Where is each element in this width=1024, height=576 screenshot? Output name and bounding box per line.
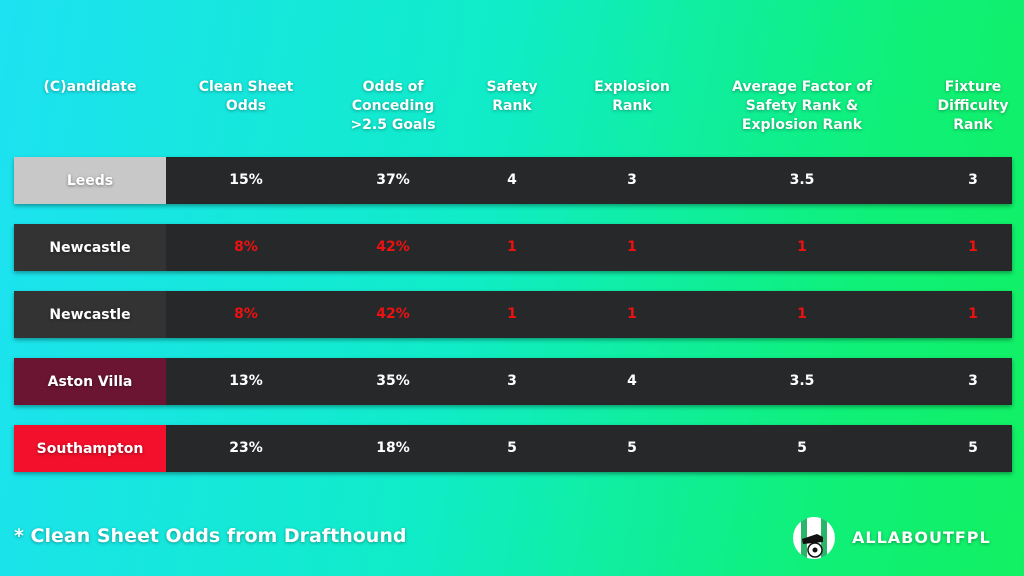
brand-logo-icon xyxy=(793,517,835,559)
table-cell: 8% xyxy=(234,306,258,322)
table-cell: 5 xyxy=(797,440,807,456)
table-cell: 3 xyxy=(968,172,978,188)
team-name-cell: Aston Villa xyxy=(14,358,166,405)
column-header: Average Factor of Safety Rank & Explosion … xyxy=(732,79,872,133)
table-cell: 3 xyxy=(627,172,637,188)
table-cell: 1 xyxy=(507,239,517,255)
column-header: Safety Rank xyxy=(486,79,538,114)
table-cell: 42% xyxy=(376,306,410,322)
footnote: * Clean Sheet Odds from Drafthound xyxy=(14,525,407,547)
table-row: Leeds 15% 37% 4 3 3.5 3 xyxy=(14,157,1012,204)
table-cell: 42% xyxy=(376,239,410,255)
table-cell: 3.5 xyxy=(789,172,815,188)
table-cell: 1 xyxy=(627,306,637,322)
team-name-cell: Newcastle xyxy=(14,224,166,271)
table-cell: 1 xyxy=(968,239,978,255)
table-cell: 1 xyxy=(627,239,637,255)
table-row: Newcastle 8% 42% 1 1 1 1 xyxy=(14,291,1012,338)
brand-name: ALLABOUTFPL xyxy=(852,528,991,547)
table-row: Newcastle 8% 42% 1 1 1 1 xyxy=(14,224,1012,271)
table-cell: 1 xyxy=(968,306,978,322)
table-row: Southampton 23% 18% 5 5 5 5 xyxy=(14,425,1012,472)
column-header: Fixture Difficulty Rank xyxy=(937,79,1009,133)
column-header: Odds of Conceding >2.5 Goals xyxy=(350,79,436,133)
table-cell: 1 xyxy=(507,306,517,322)
table-cell: 4 xyxy=(627,373,637,389)
table-cell: 15% xyxy=(229,172,263,188)
column-header: Explosion Rank xyxy=(594,79,670,114)
team-name-cell: Southampton xyxy=(14,425,166,472)
table-cell: 3 xyxy=(968,373,978,389)
table-cell: 35% xyxy=(376,373,410,389)
table-cell: 3 xyxy=(507,373,517,389)
table-cell: 8% xyxy=(234,239,258,255)
table-cell: 23% xyxy=(229,440,263,456)
table-cell: 37% xyxy=(376,172,410,188)
table-cell: 13% xyxy=(229,373,263,389)
table-cell: 4 xyxy=(507,172,517,188)
column-header: (C)andidate xyxy=(43,79,137,95)
table-cell: 5 xyxy=(507,440,517,456)
team-name-cell: Leeds xyxy=(14,157,166,204)
table-cell: 5 xyxy=(627,440,637,456)
team-name-cell: Newcastle xyxy=(14,291,166,338)
table-cell: 5 xyxy=(968,440,978,456)
table-cell: 1 xyxy=(797,306,807,322)
column-header: Clean Sheet Odds xyxy=(198,79,294,114)
table-cell: 18% xyxy=(376,440,410,456)
table-cell: 1 xyxy=(797,239,807,255)
table-cell: 3.5 xyxy=(789,373,815,389)
table-row: Aston Villa 13% 35% 3 4 3.5 3 xyxy=(14,358,1012,405)
